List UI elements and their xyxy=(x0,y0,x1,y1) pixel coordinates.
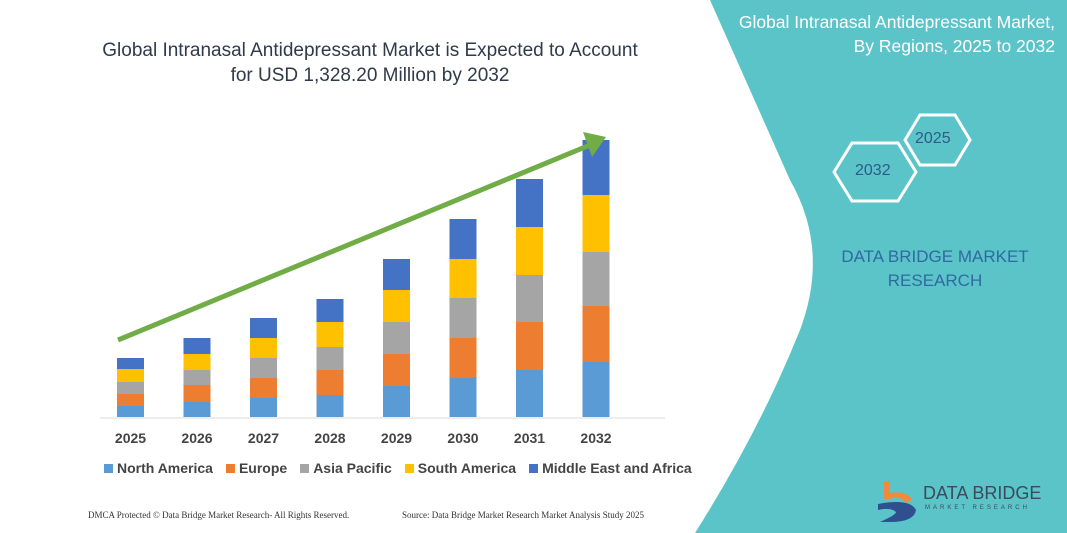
bar-segment-2030-asia-pacific xyxy=(449,298,477,338)
bar-segment-2030-europe xyxy=(449,338,477,378)
legend-label: South America xyxy=(417,460,517,476)
bar-segment-2026-south-america xyxy=(183,354,211,370)
hex-label-2025: 2025 xyxy=(915,130,951,147)
bar-segment-2029-asia-pacific xyxy=(383,322,410,354)
x-tick-label: 2027 xyxy=(247,430,280,446)
bar-segment-2029-south-america xyxy=(383,290,410,322)
bar-segment-2027-north-america xyxy=(250,398,277,417)
bar-segment-2032-north-america xyxy=(582,362,610,417)
legend-item: South America xyxy=(404,460,517,476)
hexagon-2032 xyxy=(832,141,918,203)
bar-segment-2027-europe xyxy=(250,378,277,398)
bar-segment-2032-south-america xyxy=(582,195,610,252)
bar-segment-2028-europe xyxy=(316,370,344,395)
bar-segment-2025-south-america xyxy=(117,369,144,382)
legend-swatch xyxy=(404,463,414,473)
footer-source: Source: Data Bridge Market Research Mark… xyxy=(402,510,644,520)
chart-title: Global Intranasal Antidepressant Market … xyxy=(102,40,638,86)
legend-item: Middle East and Africa xyxy=(529,460,692,476)
bar-segment-2032-asia-pacific xyxy=(582,252,610,306)
legend-label: Middle East and Africa xyxy=(542,460,692,476)
bar-segment-2030-north-america xyxy=(449,378,477,417)
footer-copyright: DMCA Protected © Data Bridge Market Rese… xyxy=(88,510,350,520)
bar-segment-2026-north-america xyxy=(183,402,211,417)
legend-swatch xyxy=(300,463,310,473)
bar-segment-2026-middle-east-and-africa xyxy=(183,338,211,354)
brand-text: DATA BRIDGE MARKET RESEARCH xyxy=(841,247,1029,290)
logo-subtitle: MARKET RESEARCH xyxy=(925,505,1030,511)
bar-segment-2031-asia-pacific xyxy=(516,275,543,322)
legend: North America Europe Asia Pacific South Ame… xyxy=(104,460,692,476)
legend-label: Europe xyxy=(238,460,288,476)
trend-arrow-head xyxy=(583,132,606,157)
hexagon-2025 xyxy=(903,113,972,167)
bar-segment-2026-asia-pacific xyxy=(183,370,211,385)
bar-segment-2026-europe xyxy=(183,385,211,402)
x-tick-label: 2030 xyxy=(447,430,479,446)
bar-segment-2027-asia-pacific xyxy=(250,358,277,378)
bar-segment-2029-europe xyxy=(383,354,410,386)
x-tick-label: 2028 xyxy=(314,430,346,446)
hex-label-2032: 2032 xyxy=(855,162,891,179)
bar-segment-2030-south-america xyxy=(449,259,477,298)
legend-swatch xyxy=(104,463,113,473)
legend-swatch xyxy=(529,463,539,473)
bar-segment-2028-asia-pacific xyxy=(316,347,344,370)
panel-title: Global Intranasal Antidepressant Market,… xyxy=(738,12,1055,56)
bar-segment-2032-europe xyxy=(582,306,610,362)
legend-item: North America xyxy=(104,460,213,476)
chart-area xyxy=(117,140,610,417)
legend-label: North America xyxy=(117,460,213,476)
logo-name: DATA BRIDGE xyxy=(923,483,1042,503)
legend-label: Asia Pacific xyxy=(313,460,392,476)
legend-item: Europe xyxy=(225,460,288,476)
x-tick-label: 2031 xyxy=(513,430,546,446)
bar-segment-2028-north-america xyxy=(316,395,344,417)
legend-swatch xyxy=(225,463,235,473)
logo-icon xyxy=(878,481,916,522)
x-tick-label: 2025 xyxy=(114,430,147,446)
bar-segment-2025-asia-pacific xyxy=(117,382,144,394)
right-panel xyxy=(695,0,1067,533)
bar-segment-2029-north-america xyxy=(383,386,410,417)
legend-item: Asia Pacific xyxy=(300,460,392,476)
bar-segment-2031-middle-east-and-africa xyxy=(516,179,543,227)
bar-segment-2029-middle-east-and-africa xyxy=(383,259,410,290)
bar-segment-2025-europe xyxy=(117,394,144,406)
bar-segment-2031-south-america xyxy=(516,227,543,275)
bar-segment-2027-south-america xyxy=(250,338,277,358)
bar-segment-2025-north-america xyxy=(117,406,144,417)
bar-segment-2027-middle-east-and-africa xyxy=(250,318,277,338)
bar-segment-2030-middle-east-and-africa xyxy=(449,219,477,259)
x-tick-label: 2026 xyxy=(181,430,213,446)
bar-segment-2028-middle-east-and-africa xyxy=(316,299,344,322)
bar-segment-2028-south-america xyxy=(316,322,344,347)
bar-segment-2031-north-america xyxy=(516,370,543,417)
x-tick-label: 2032 xyxy=(580,430,612,446)
bar-segment-2025-middle-east-and-africa xyxy=(117,358,144,369)
x-tick-label: 2029 xyxy=(380,430,413,446)
bar-segment-2031-europe xyxy=(516,322,543,370)
trend-arrow xyxy=(117,142,591,343)
